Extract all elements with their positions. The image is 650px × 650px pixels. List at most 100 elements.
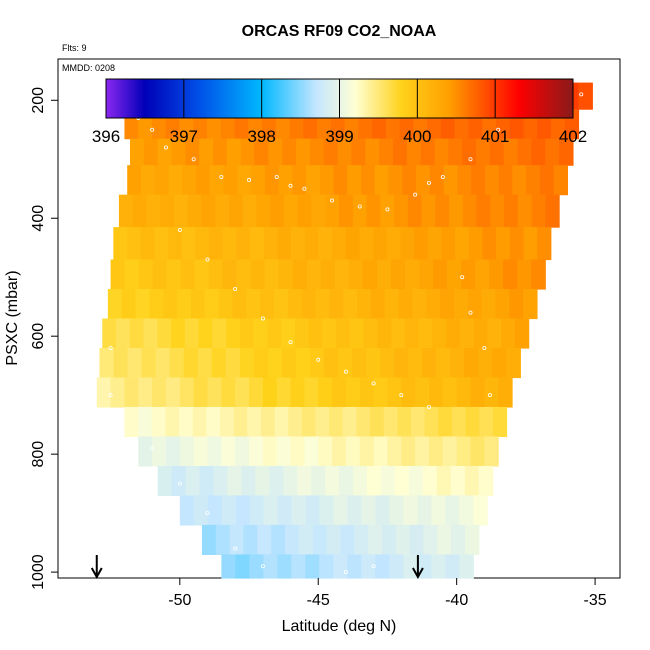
heatmap-cell xyxy=(531,138,546,166)
heatmap-cell xyxy=(277,495,293,526)
track-point xyxy=(440,174,445,179)
heatmap-cell xyxy=(333,495,349,526)
heatmap-cell xyxy=(113,347,129,379)
heatmap-cell xyxy=(143,138,159,166)
colorbar-tick-label: 396 xyxy=(92,127,120,146)
heatmap-cell xyxy=(427,227,443,261)
heatmap-cell xyxy=(487,318,502,349)
heatmap-cell xyxy=(402,165,417,196)
heatmap-cell xyxy=(417,495,432,526)
heatmap-cell xyxy=(401,436,416,467)
heatmap-cell xyxy=(489,138,505,166)
track-point xyxy=(343,369,348,374)
heatmap-cell xyxy=(506,347,521,379)
heatmap-cell xyxy=(294,318,310,349)
track-point xyxy=(150,127,155,132)
heatmap-cell xyxy=(361,495,376,526)
heatmap-cell xyxy=(311,465,326,497)
heatmap-cell xyxy=(232,289,247,320)
heatmap-cell xyxy=(297,194,313,228)
heatmap-cell xyxy=(479,406,494,438)
heatmap-cell xyxy=(118,194,134,228)
track-point xyxy=(205,511,210,516)
heatmap-cell xyxy=(140,227,155,261)
heatmap-cell xyxy=(305,554,320,579)
heatmap-cell xyxy=(449,194,464,228)
heatmap-cell xyxy=(339,194,354,228)
track-point xyxy=(385,207,390,212)
heatmap-cell xyxy=(225,347,241,379)
heatmap-cell xyxy=(334,259,350,290)
heatmap-cell xyxy=(263,227,279,261)
heatmap-cell xyxy=(256,194,271,228)
track-point xyxy=(288,340,293,345)
heatmap-cell xyxy=(160,194,175,228)
heatmap-cell xyxy=(441,227,456,261)
heatmap-cell xyxy=(389,554,404,579)
x-tick-label: -45 xyxy=(307,592,330,609)
heatmap-cell xyxy=(152,377,167,408)
heatmap-cell xyxy=(239,318,255,349)
heatmap-cell xyxy=(201,194,216,228)
heatmap-cell xyxy=(221,436,236,467)
heatmap-cell xyxy=(404,318,420,349)
heatmap-cell xyxy=(322,318,337,349)
heatmap-cell xyxy=(221,377,236,408)
heatmap-cell xyxy=(173,194,189,228)
heatmap-cell xyxy=(165,406,180,438)
heatmap-cell xyxy=(559,138,574,166)
colorbar-tick-label: 399 xyxy=(325,127,353,146)
heatmap-cell xyxy=(456,436,472,467)
heatmap-cell xyxy=(345,436,361,467)
colorbar-tick-label: 400 xyxy=(403,127,431,146)
heatmap-cell xyxy=(107,289,123,320)
heatmap-cell xyxy=(432,318,447,349)
heatmap-cell xyxy=(127,227,142,261)
heatmap-cell xyxy=(387,377,402,408)
heatmap-cell xyxy=(323,138,339,166)
heatmap-cell xyxy=(323,347,339,379)
heatmap-cell xyxy=(490,194,505,228)
heatmap-cell xyxy=(152,436,167,467)
heatmap-cell xyxy=(410,406,426,438)
heatmap-cell xyxy=(342,406,358,438)
heatmap-cell xyxy=(270,194,285,228)
heatmap-cell xyxy=(187,194,203,228)
heatmap-cell xyxy=(381,524,397,556)
y-tick-label: 800 xyxy=(30,441,47,468)
heatmap-cell xyxy=(465,406,480,438)
track-point xyxy=(496,127,501,132)
heatmap-cell xyxy=(451,524,466,556)
colorbar-tick-label: 401 xyxy=(481,127,509,146)
heatmap-cell xyxy=(143,318,158,349)
y-tick-label: 600 xyxy=(30,323,47,350)
heatmap-cell xyxy=(415,436,430,467)
heatmap-cell xyxy=(408,347,423,379)
heatmap-cell xyxy=(459,318,475,349)
heatmap-cell xyxy=(291,554,306,579)
heatmap-cell xyxy=(235,554,250,579)
arrow-landing xyxy=(412,555,424,580)
heatmap-cell xyxy=(388,165,403,196)
heatmap-cell xyxy=(403,554,418,579)
heatmap-cell xyxy=(198,318,213,349)
heatmap-cell xyxy=(304,436,319,467)
heatmap-cell xyxy=(277,227,292,261)
x-tick-label: -50 xyxy=(168,592,191,609)
heatmap-cell xyxy=(354,524,369,556)
heatmap-cell xyxy=(207,495,223,526)
heatmap-cell xyxy=(152,259,168,290)
heatmap-cell xyxy=(127,165,142,196)
heatmap-cell xyxy=(409,524,425,556)
heatmap-cell xyxy=(523,289,538,320)
heatmap-cell xyxy=(146,194,161,228)
heatmap-cell xyxy=(394,194,409,228)
heatmap-cell xyxy=(333,165,348,196)
heatmap-cell xyxy=(451,406,467,438)
heatmap-cell xyxy=(347,165,362,196)
heatmap-cell xyxy=(482,227,497,261)
track-point xyxy=(330,198,335,203)
heatmap-cell xyxy=(512,165,527,196)
heatmap-cell xyxy=(366,347,381,379)
y-tick-label: 200 xyxy=(30,87,47,114)
